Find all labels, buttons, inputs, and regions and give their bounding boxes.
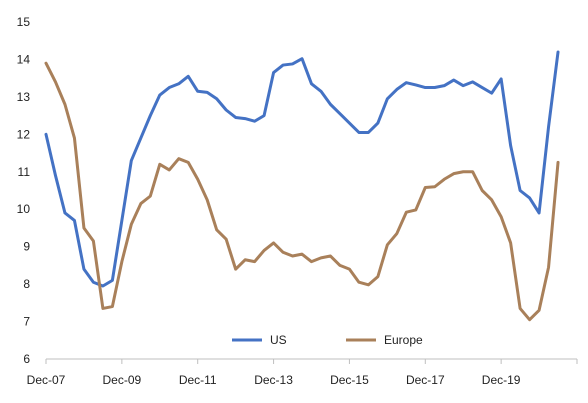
x-axis: Dec-07 Dec-09 Dec-11 Dec-13 Dec-15 Dec-17 Dec-… [27, 358, 578, 387]
x-tick-label: Dec-19 [482, 373, 521, 387]
y-tick-label: 15 [17, 15, 31, 29]
y-tick-label: 11 [18, 165, 31, 179]
y-axis: 6 7 8 9 10 11 12 13 14 15 [17, 15, 31, 366]
y-tick-label: 14 [17, 52, 31, 66]
series-line-us [44, 50, 560, 288]
legend-label-us: US [270, 333, 287, 347]
x-tick-label: Dec-15 [330, 373, 369, 387]
x-tick-label: Dec-17 [406, 373, 445, 387]
legend: US Europe [232, 333, 423, 347]
y-tick-label: 9 [23, 240, 30, 254]
y-tick-label: 10 [17, 202, 31, 216]
y-tick-label: 6 [23, 352, 30, 366]
legend-label-europe: Europe [384, 333, 423, 347]
series-layer [44, 50, 560, 322]
series-line-europe [44, 61, 560, 322]
y-tick-label: 12 [17, 127, 31, 141]
x-tick-label: Dec-07 [27, 373, 66, 387]
x-tick-label: Dec-11 [179, 373, 217, 387]
y-tick-label: 7 [23, 315, 30, 329]
x-tick-label: Dec-09 [103, 373, 142, 387]
y-tick-label: 8 [23, 277, 30, 291]
y-tick-label: 13 [17, 90, 31, 104]
x-tick-label: Dec-13 [254, 373, 293, 387]
